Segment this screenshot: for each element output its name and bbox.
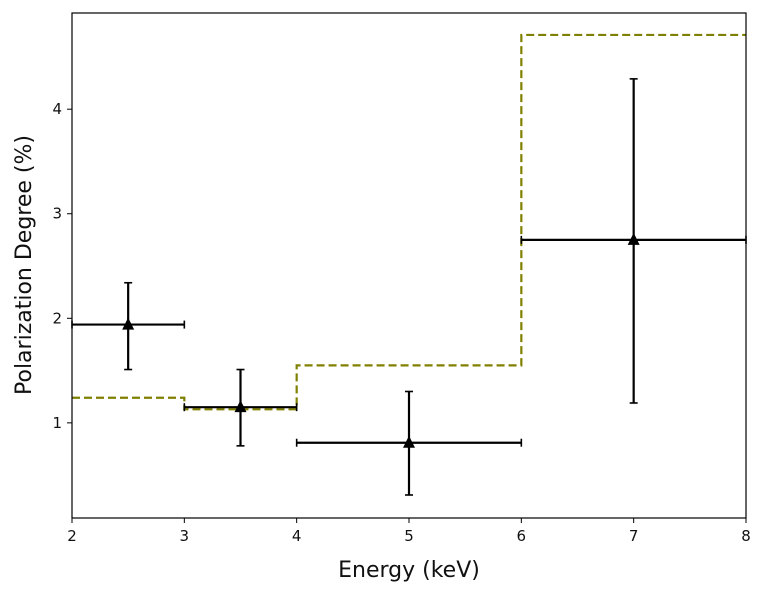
y-axis-label: Polarization Degree (%)	[12, 135, 37, 395]
x-axis-ticks: 2 3 4 5 6 7 8	[67, 518, 751, 545]
y-tick-label: 3	[52, 205, 62, 223]
x-axis-label: Energy (keV)	[338, 558, 480, 583]
y-tick-label: 4	[52, 100, 62, 118]
x-tick-label: 2	[67, 527, 77, 545]
triangle-marker	[627, 232, 640, 245]
triangle-marker	[122, 317, 135, 330]
triangle-marker	[234, 400, 247, 413]
y-tick-label: 2	[52, 309, 62, 327]
model-step-layer	[72, 33, 746, 411]
y-axis-ticks: 1 2 3 4	[52, 100, 72, 432]
x-tick-label: 8	[741, 527, 751, 545]
triangle-marker	[403, 435, 415, 448]
data-point	[183, 368, 298, 447]
x-tick-label: 3	[180, 527, 190, 545]
x-tick-label: 5	[404, 527, 414, 545]
x-tick-label: 6	[517, 527, 527, 545]
x-tick-label: 4	[292, 527, 302, 545]
data-point	[520, 78, 747, 404]
data-points-layer	[71, 78, 747, 496]
x-tick-label: 7	[629, 527, 639, 545]
model-step-line	[72, 33, 746, 411]
data-point	[295, 390, 523, 496]
y-tick-label: 1	[52, 414, 62, 432]
